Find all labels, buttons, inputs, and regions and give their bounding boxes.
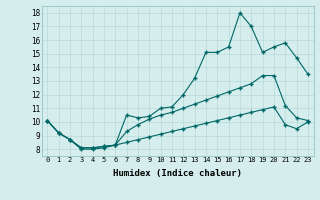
X-axis label: Humidex (Indice chaleur): Humidex (Indice chaleur): [113, 169, 242, 178]
